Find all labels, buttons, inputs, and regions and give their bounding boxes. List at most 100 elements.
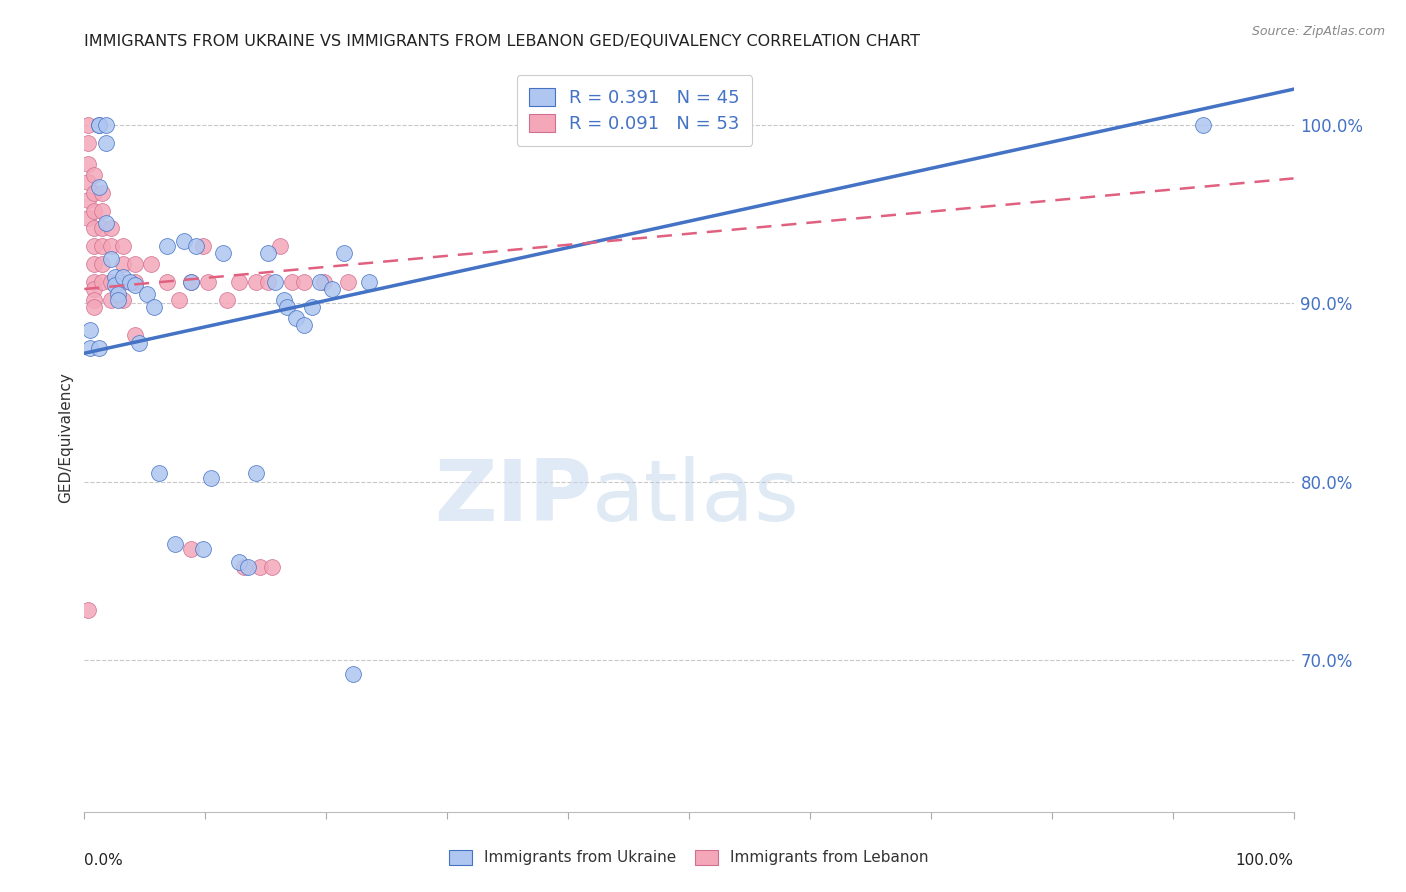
Point — [257, 246, 280, 260]
Point — [281, 275, 304, 289]
Point — [112, 239, 135, 253]
Point — [107, 293, 129, 307]
Point — [180, 275, 202, 289]
Point — [321, 282, 343, 296]
Point — [112, 275, 135, 289]
Point — [260, 560, 283, 574]
Legend: Immigrants from Ukraine, Immigrants from Lebanon: Immigrants from Ukraine, Immigrants from… — [443, 844, 935, 871]
Point — [94, 118, 117, 132]
Point — [301, 300, 323, 314]
Point — [87, 180, 110, 194]
Point — [79, 323, 101, 337]
Point — [83, 203, 105, 218]
Point — [77, 136, 100, 150]
Point — [83, 275, 105, 289]
Point — [87, 118, 110, 132]
Point — [83, 239, 105, 253]
Point — [83, 186, 105, 200]
Point — [104, 278, 127, 293]
Point — [136, 287, 159, 301]
Point — [245, 275, 267, 289]
Point — [197, 275, 219, 289]
Point — [100, 275, 122, 289]
Point — [212, 246, 235, 260]
Point — [91, 257, 114, 271]
Point — [148, 466, 170, 480]
Point — [336, 275, 359, 289]
Text: IMMIGRANTS FROM UKRAINE VS IMMIGRANTS FROM LEBANON GED/EQUIVALENCY CORRELATION C: IMMIGRANTS FROM UKRAINE VS IMMIGRANTS FR… — [84, 34, 921, 49]
Point — [155, 275, 177, 289]
Point — [143, 300, 166, 314]
Point — [139, 257, 162, 271]
Point — [333, 246, 356, 260]
Point — [77, 157, 100, 171]
Point — [91, 203, 114, 218]
Point — [155, 239, 177, 253]
Point — [91, 275, 114, 289]
Point — [312, 275, 335, 289]
Point — [167, 293, 190, 307]
Point — [79, 341, 101, 355]
Point — [357, 275, 380, 289]
Point — [294, 275, 316, 289]
Point — [104, 269, 127, 284]
Point — [77, 118, 100, 132]
Point — [83, 293, 105, 307]
Point — [77, 603, 100, 617]
Point — [124, 328, 146, 343]
Point — [128, 335, 150, 350]
Point — [228, 555, 250, 569]
Point — [228, 275, 250, 289]
Point — [233, 560, 256, 574]
Point — [124, 257, 146, 271]
Point — [124, 278, 146, 293]
Point — [273, 293, 295, 307]
Point — [100, 239, 122, 253]
Point — [124, 275, 146, 289]
Text: atlas: atlas — [592, 456, 800, 539]
Point — [309, 275, 332, 289]
Point — [342, 667, 364, 681]
Text: 100.0%: 100.0% — [1236, 853, 1294, 868]
Point — [94, 136, 117, 150]
Point — [107, 287, 129, 301]
Point — [191, 239, 214, 253]
Point — [165, 537, 187, 551]
Point — [120, 275, 142, 289]
Point — [100, 221, 122, 235]
Point — [257, 275, 280, 289]
Text: Source: ZipAtlas.com: Source: ZipAtlas.com — [1251, 25, 1385, 38]
Point — [83, 300, 105, 314]
Point — [245, 466, 267, 480]
Point — [94, 216, 117, 230]
Point — [180, 542, 202, 557]
Point — [191, 542, 214, 557]
Point — [264, 275, 287, 289]
Text: 0.0%: 0.0% — [84, 853, 124, 868]
Point — [112, 293, 135, 307]
Point — [100, 252, 122, 266]
Point — [77, 211, 100, 225]
Point — [215, 293, 238, 307]
Y-axis label: GED/Equivalency: GED/Equivalency — [58, 372, 73, 502]
Point — [83, 257, 105, 271]
Point — [269, 239, 291, 253]
Point — [180, 275, 202, 289]
Point — [236, 560, 259, 574]
Point — [91, 239, 114, 253]
Point — [284, 310, 308, 325]
Point — [77, 193, 100, 207]
Point — [87, 341, 110, 355]
Point — [91, 221, 114, 235]
Point — [112, 269, 135, 284]
Point — [77, 175, 100, 189]
Text: ZIP: ZIP — [434, 456, 592, 539]
Point — [173, 234, 195, 248]
Point — [294, 318, 316, 332]
Point — [1192, 118, 1215, 132]
Point — [83, 282, 105, 296]
Point — [112, 257, 135, 271]
Point — [276, 300, 298, 314]
Point — [200, 471, 222, 485]
Point — [83, 221, 105, 235]
